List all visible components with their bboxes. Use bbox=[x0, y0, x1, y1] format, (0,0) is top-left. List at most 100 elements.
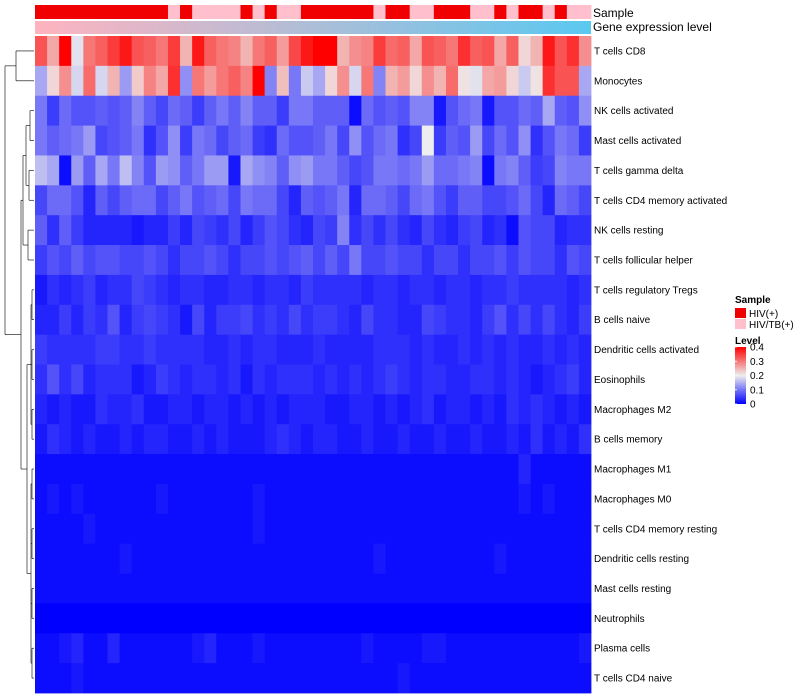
heatmap-cell bbox=[518, 663, 531, 694]
heatmap-cell bbox=[554, 65, 568, 97]
heatmap-cell bbox=[482, 603, 495, 634]
sample-annotation-cell bbox=[71, 5, 84, 19]
heatmap-cell bbox=[228, 364, 241, 395]
heatmap-cell bbox=[35, 394, 48, 425]
heatmap-cell bbox=[578, 394, 592, 425]
row-label: T cells regulatory Tregs bbox=[594, 285, 698, 296]
heatmap-cell bbox=[167, 36, 181, 67]
heatmap-cell bbox=[204, 513, 217, 545]
sample-annotation-cell bbox=[506, 5, 519, 19]
heatmap-cell bbox=[361, 95, 374, 126]
heatmap-cell bbox=[433, 95, 447, 126]
heatmap-cell bbox=[276, 274, 290, 306]
heatmap-cell bbox=[458, 334, 471, 365]
heatmap-cell bbox=[59, 334, 72, 365]
heatmap-cell bbox=[276, 36, 290, 67]
heatmap-cell bbox=[325, 483, 338, 515]
heatmap-cell bbox=[252, 274, 266, 306]
heatmap-cell bbox=[530, 633, 544, 664]
sample-annotation-cell bbox=[433, 5, 447, 19]
heatmap-cell bbox=[131, 663, 145, 694]
heatmap-cell bbox=[71, 573, 84, 604]
heatmap-cell bbox=[35, 454, 48, 485]
heatmap-cell bbox=[204, 454, 217, 485]
heatmap-cell bbox=[542, 454, 556, 485]
heatmap-cell bbox=[397, 603, 411, 634]
heatmap-cell bbox=[482, 483, 495, 515]
heatmap-cell bbox=[337, 334, 350, 365]
heatmap-cell bbox=[300, 155, 314, 186]
heatmap-cell bbox=[252, 36, 266, 67]
heatmap-cell bbox=[445, 95, 459, 126]
heatmap-cell bbox=[59, 65, 72, 97]
heatmap-cell bbox=[131, 394, 145, 425]
heatmap-cell bbox=[300, 215, 314, 246]
heatmap-cell bbox=[385, 603, 399, 634]
heatmap-cell bbox=[566, 185, 580, 216]
heatmap-cell bbox=[578, 274, 592, 306]
heatmap-cell bbox=[433, 424, 447, 455]
heatmap-cell bbox=[180, 513, 193, 545]
heatmap-cell bbox=[482, 573, 495, 604]
heatmap-cell bbox=[470, 454, 483, 485]
heatmap-cell bbox=[228, 543, 241, 574]
heatmap-cell bbox=[494, 185, 507, 216]
row-label: Neutrophils bbox=[594, 614, 645, 625]
heatmap-cell bbox=[578, 633, 592, 664]
heatmap-cell bbox=[337, 424, 350, 455]
heatmap-cell bbox=[578, 125, 592, 156]
heatmap-cell bbox=[337, 155, 350, 186]
heatmap-cell bbox=[228, 483, 241, 515]
row-label: B cells naive bbox=[594, 315, 651, 326]
sample-annotation-cell bbox=[155, 5, 169, 19]
heatmap-cell bbox=[167, 543, 181, 574]
heatmap-cell bbox=[264, 573, 278, 604]
heatmap-cell bbox=[409, 483, 423, 515]
heatmap-cell bbox=[119, 424, 133, 455]
heatmap-cell bbox=[433, 543, 447, 574]
heatmap-cell bbox=[107, 454, 121, 485]
heatmap-cell bbox=[518, 603, 531, 634]
heatmap-cell bbox=[288, 185, 302, 216]
sample-annotation-cell bbox=[373, 5, 386, 19]
heatmap-cell bbox=[276, 155, 290, 186]
heatmap-cell bbox=[59, 543, 72, 574]
heatmap-cell bbox=[155, 454, 169, 485]
heatmap-cell bbox=[228, 125, 241, 156]
heatmap-cell bbox=[47, 274, 60, 306]
heatmap-cell bbox=[47, 543, 60, 574]
heatmap-cell bbox=[554, 245, 568, 276]
heatmap-cell bbox=[542, 155, 556, 186]
heatmap-cell bbox=[192, 65, 205, 97]
heatmap-cell bbox=[373, 424, 386, 455]
heatmap-cell bbox=[578, 185, 592, 216]
heatmap-cell bbox=[204, 633, 217, 664]
heatmap-cell bbox=[433, 65, 447, 97]
heatmap-cell bbox=[192, 95, 205, 126]
heatmap-cell bbox=[578, 215, 592, 246]
heatmap-cell bbox=[542, 513, 556, 545]
row-labels: T cells CD8 Monocytes NK cells activated Ma… bbox=[594, 46, 727, 684]
heatmap-cell bbox=[252, 573, 266, 604]
heatmap-cell bbox=[107, 573, 121, 604]
heatmap-cell bbox=[566, 95, 580, 126]
heatmap-cell bbox=[409, 394, 423, 425]
heatmap-cell bbox=[71, 454, 84, 485]
heatmap-cell bbox=[252, 334, 266, 365]
heatmap-cell bbox=[578, 663, 592, 694]
heatmap-cell bbox=[494, 663, 507, 694]
heatmap-cell bbox=[361, 603, 374, 634]
heatmap-cell bbox=[578, 424, 592, 455]
heatmap-cell bbox=[361, 155, 374, 186]
heatmap-cell bbox=[530, 304, 544, 336]
heatmap-cell bbox=[385, 125, 399, 156]
heatmap-cell bbox=[180, 215, 193, 246]
heatmap-cell bbox=[35, 155, 48, 186]
heatmap-cell bbox=[433, 245, 447, 276]
heatmap-cell bbox=[542, 543, 556, 574]
heatmap-cell bbox=[385, 185, 399, 216]
heatmap-cell bbox=[155, 573, 169, 604]
heatmap-cell bbox=[300, 185, 314, 216]
sample-annotation-cell bbox=[518, 5, 531, 19]
heatmap-cell bbox=[554, 125, 568, 156]
